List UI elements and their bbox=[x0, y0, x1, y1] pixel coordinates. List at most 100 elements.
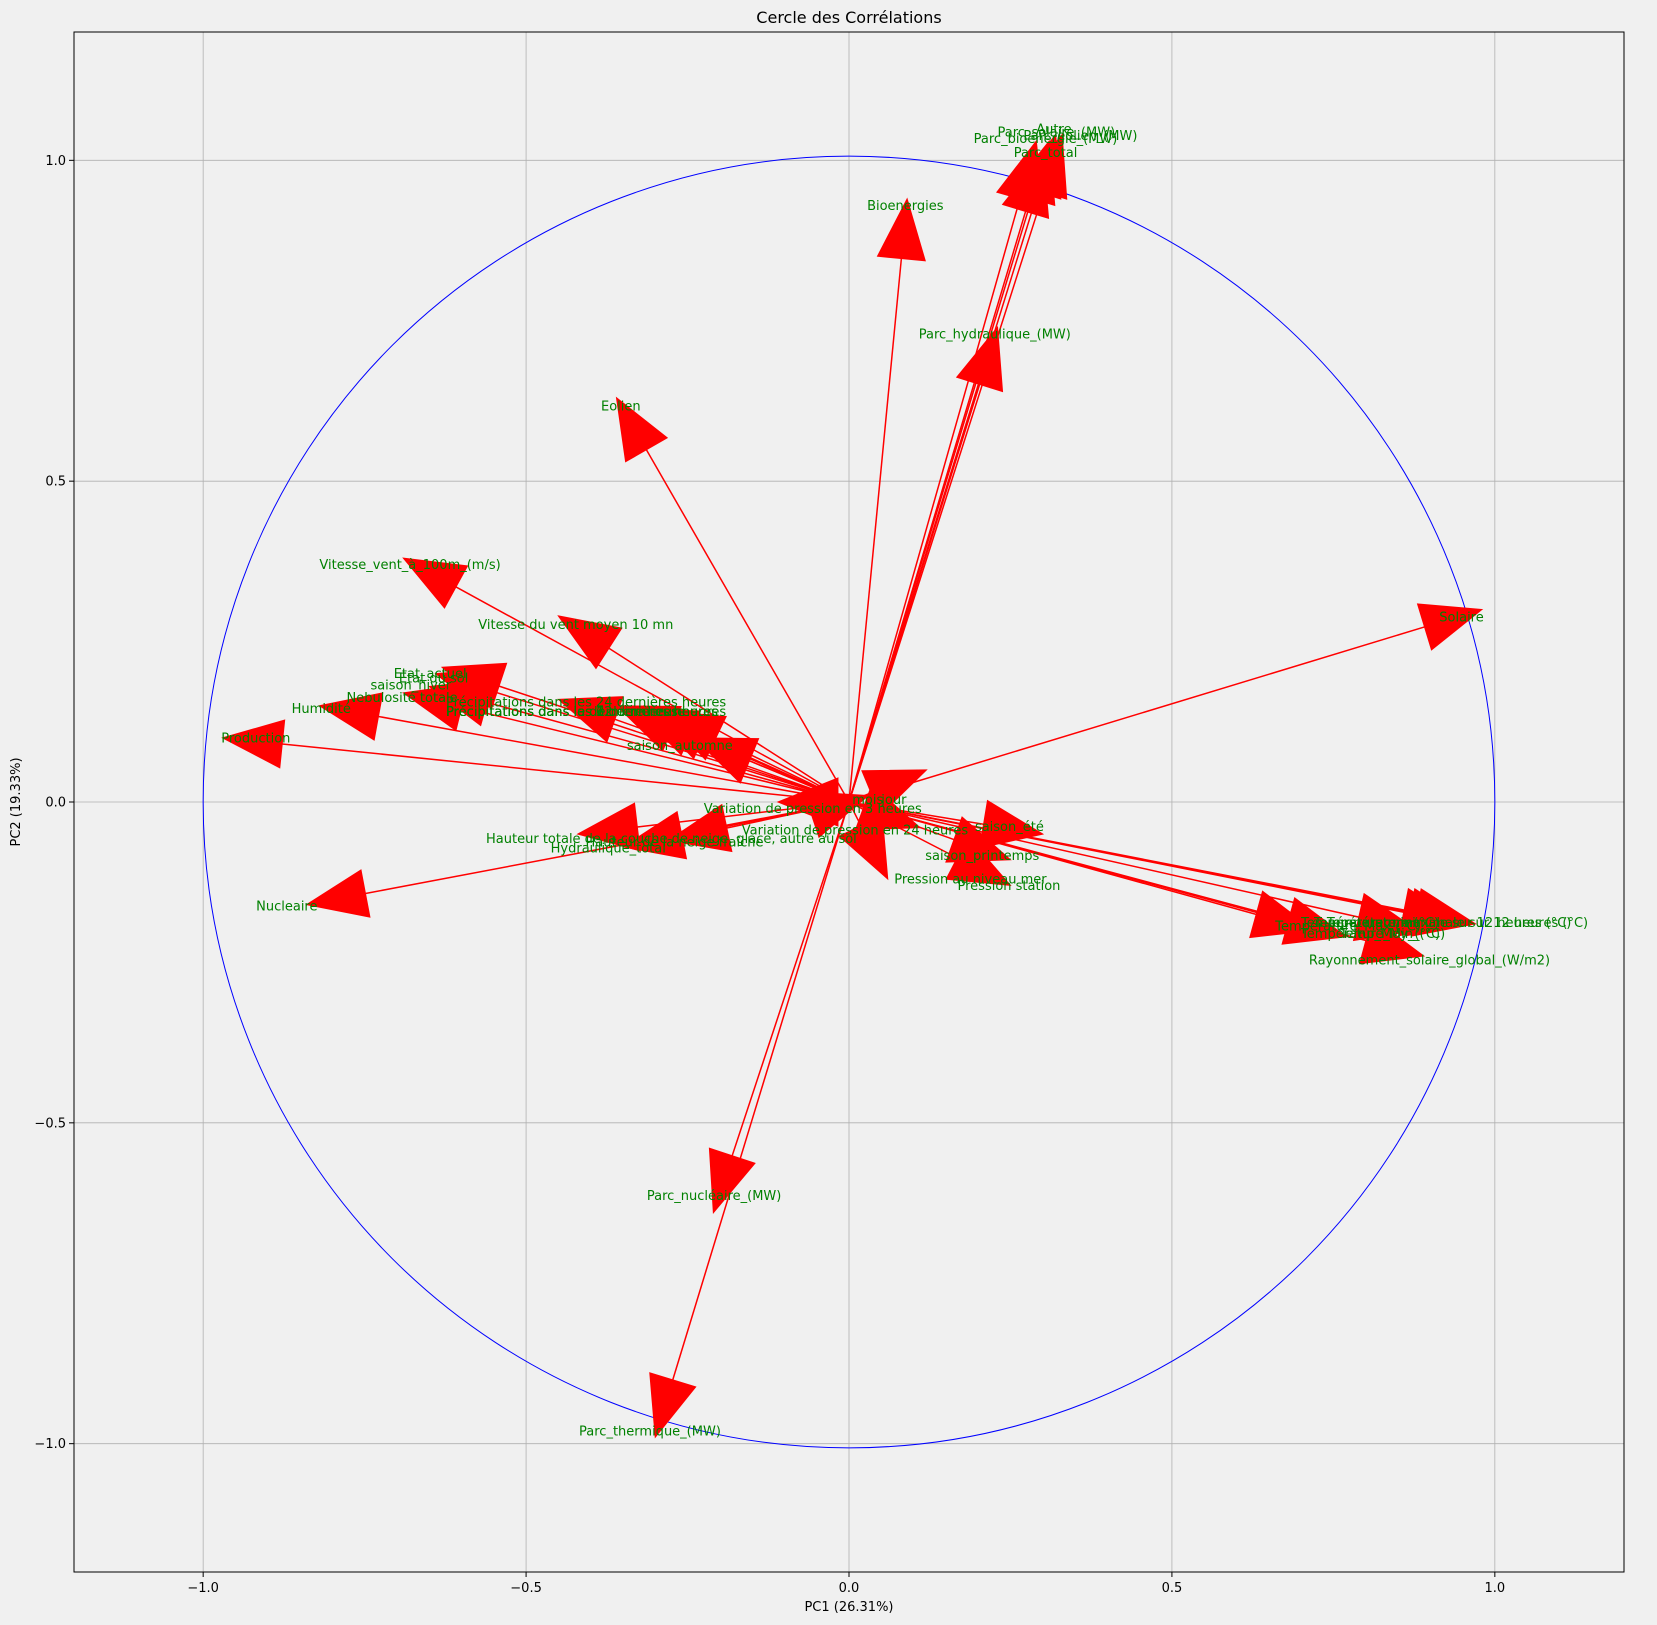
y-tick-label: 1.0 bbox=[45, 154, 66, 169]
variable-arrow bbox=[838, 801, 889, 881]
arrow-head bbox=[305, 869, 371, 918]
arrow-head bbox=[621, 810, 688, 860]
arrow-shaft bbox=[282, 743, 850, 803]
variable-label: Variation de pression en 24 heures bbox=[742, 824, 969, 839]
arrow-head bbox=[1001, 152, 1050, 219]
arrow-head bbox=[1416, 603, 1484, 651]
arrow-shaft bbox=[378, 715, 850, 803]
arrow-shaft bbox=[848, 801, 1404, 913]
variable-label: mois bbox=[852, 793, 883, 808]
variable-label: Précipitations dans les 6 dernières heur… bbox=[446, 705, 718, 720]
x-axis-title: PC1 (26.31%) bbox=[804, 1600, 893, 1615]
arrow-shaft bbox=[461, 706, 850, 803]
variable-arrow bbox=[848, 325, 1004, 803]
chart-title: Cercle des Corrélations bbox=[756, 8, 941, 27]
arrow-shaft bbox=[848, 211, 1027, 803]
variable-label: Rayonnement_solaire_global_(W/m2) bbox=[1309, 953, 1550, 968]
variable-label: Variation de pression en 3 heures bbox=[704, 802, 922, 817]
arrow-head bbox=[861, 769, 928, 816]
variable-label: Vitesse du vent moyen 10 mn bbox=[478, 618, 673, 633]
variable-label: Température maximale sur 12 heures (°C) bbox=[1313, 916, 1588, 931]
variable-arrow bbox=[402, 557, 850, 803]
variable-label: Bioenergies bbox=[867, 199, 944, 214]
arrow-shaft bbox=[848, 198, 1021, 803]
variable-label: Etat du sol bbox=[399, 672, 468, 687]
x-tick-label: 1.0 bbox=[1484, 1581, 1505, 1596]
variable-label: Parc_thermique_(MW) bbox=[579, 1424, 721, 1439]
variable-label: Pression au niveau mer bbox=[894, 873, 1047, 888]
arrow-shaft bbox=[848, 801, 1359, 918]
variable-label: Eolien bbox=[601, 400, 641, 415]
variable-arrow bbox=[221, 719, 850, 803]
variable-labels: Parc_solaire_(MW)AutreParc_bioenergie_(M… bbox=[221, 122, 1588, 1439]
variable-label: Précipitations dans la dernière heure bbox=[446, 705, 685, 720]
arrow-head bbox=[876, 197, 926, 262]
variable-label: Parc_bioenergie_(MW) bbox=[974, 132, 1118, 147]
arrow-shaft bbox=[848, 801, 955, 841]
arrow-head bbox=[945, 835, 1012, 887]
variable-label: Précipitations dans les 24 dernières heu… bbox=[446, 695, 726, 710]
variable-arrow bbox=[615, 396, 850, 803]
variable-arrow bbox=[305, 801, 850, 918]
arrow-head bbox=[708, 1147, 756, 1214]
variable-label: Vitesse_vent_à_100m_(m/s) bbox=[319, 558, 500, 573]
arrows bbox=[221, 133, 1484, 1439]
variable-label: Hauteur totale de la couche de neige, gl… bbox=[486, 832, 857, 847]
arrow-head bbox=[402, 557, 469, 609]
variable-arrow bbox=[848, 769, 928, 816]
variable-label: jour bbox=[880, 793, 907, 808]
variable-label: Parc_hydraulique_(MW) bbox=[919, 328, 1071, 343]
arrow-shaft bbox=[492, 690, 850, 803]
arrow-head bbox=[955, 325, 1004, 393]
variable-label: Température minimale sur 12 heures (°C) bbox=[1300, 916, 1571, 931]
arrow-head bbox=[838, 813, 889, 881]
arrow-shaft bbox=[848, 801, 862, 826]
arrow-head bbox=[402, 683, 469, 732]
arrow-shaft bbox=[848, 626, 1425, 803]
arrow-shaft bbox=[455, 586, 850, 803]
variable-label: Précipitations dans les 3 dernières heur… bbox=[446, 705, 718, 720]
arrow-head bbox=[692, 737, 760, 784]
y-tick-label: −1.0 bbox=[34, 1437, 66, 1452]
arrow-head bbox=[1398, 887, 1464, 937]
variable-label: saison_printemps bbox=[925, 849, 1039, 864]
variable-label: Température_Min_(°C) bbox=[1300, 927, 1445, 942]
arrow-shaft bbox=[848, 384, 981, 803]
variable-label: Parc_solaire_(MW) bbox=[998, 126, 1116, 141]
y-tick-label: 0.5 bbox=[45, 475, 66, 490]
variable-label: Pression station bbox=[958, 879, 1061, 894]
arrow-shaft bbox=[365, 801, 850, 895]
variable-arrow bbox=[848, 801, 1012, 887]
arrow-shaft bbox=[731, 801, 850, 1156]
arrow-shaft bbox=[672, 801, 850, 1381]
variable-label: Nucleaire bbox=[256, 899, 317, 914]
variable-label: Production bbox=[221, 731, 290, 746]
arrow-head bbox=[318, 692, 384, 741]
arrow-shaft bbox=[848, 801, 958, 859]
variable-label: Température_Max (°C) bbox=[1274, 919, 1421, 934]
variable-label: Etat_actuel bbox=[394, 667, 467, 682]
variable-label: Autre bbox=[1036, 122, 1071, 137]
arrow-shaft bbox=[848, 801, 1367, 942]
axis-ticks: −1.0 −0.5 0.0 0.5 1.0 −1.0 −0.5 0.0 0.5 1.0 bbox=[34, 154, 1505, 1596]
arrow-head bbox=[649, 1372, 697, 1439]
variable-arrow bbox=[848, 801, 1426, 965]
arrow-head bbox=[615, 396, 669, 463]
variable-arrow bbox=[649, 801, 850, 1439]
unit-circle bbox=[202, 155, 1496, 1449]
x-tick-label: −1.0 bbox=[187, 1581, 219, 1596]
arrow-head bbox=[557, 696, 624, 743]
variable-label: Parc_eolien_(MW) bbox=[1023, 129, 1137, 144]
variable-label: saison_automne bbox=[627, 739, 733, 754]
y-axis-title: PC2 (19.33%) bbox=[9, 757, 24, 846]
arrow-head bbox=[1358, 916, 1426, 965]
variable-label: Humidité bbox=[292, 702, 351, 717]
variable-arrow bbox=[402, 683, 850, 803]
x-tick-label: 0.0 bbox=[839, 1581, 860, 1596]
variable-label: saison_hiver bbox=[370, 679, 451, 694]
variable-label: Hydraulique_total bbox=[551, 842, 666, 857]
variable-label: Hauteur de la neige fraîche bbox=[586, 835, 764, 850]
variable-label: Précipitations dans les 12 dernières heu… bbox=[446, 705, 726, 720]
variable-label: Parc_total bbox=[1014, 146, 1078, 161]
